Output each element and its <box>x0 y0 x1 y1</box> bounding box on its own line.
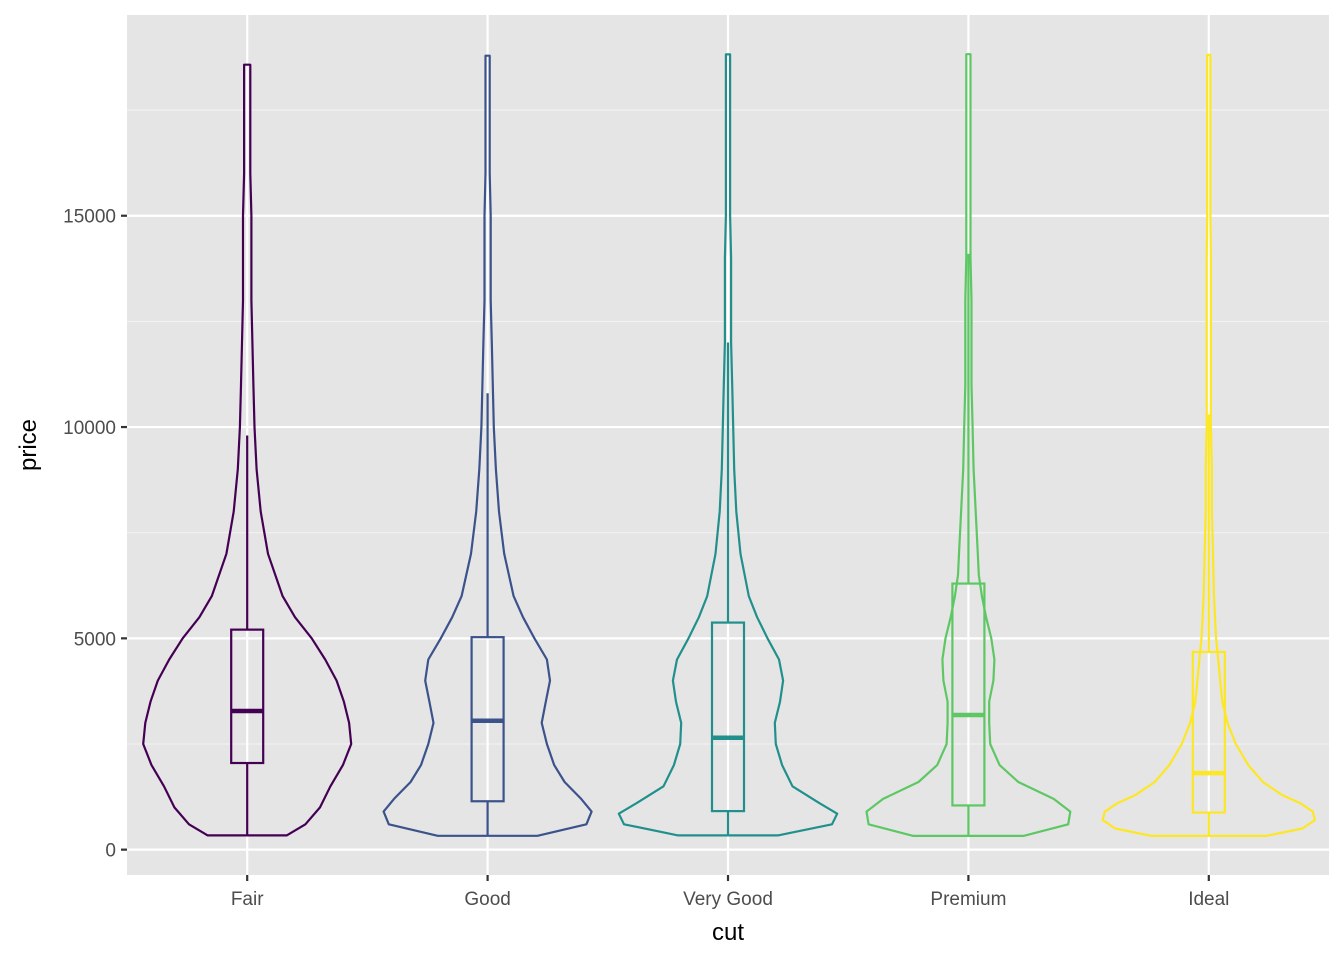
x-axis-title: cut <box>712 919 744 946</box>
violin-very-good <box>617 53 839 837</box>
x-tick-label: Premium <box>930 889 1006 910</box>
boxplots <box>230 253 1226 836</box>
x-tick-label: Good <box>464 889 510 910</box>
box-iqr <box>710 621 746 813</box>
x-tick-label: Ideal <box>1188 889 1229 910</box>
boxplot-ideal <box>1191 414 1226 836</box>
y-tick-label: 0 <box>105 841 116 862</box>
y-axis-title: price <box>15 419 42 471</box>
boxplot-fair <box>230 435 265 836</box>
box-iqr <box>230 628 265 765</box>
violin-fair <box>142 63 353 837</box>
y-tick-label: 5000 <box>74 629 116 650</box>
violin-good <box>382 54 593 837</box>
x-tick-label: Fair <box>231 889 264 910</box>
violin-premium <box>865 53 1072 837</box>
box-iqr <box>1191 650 1226 814</box>
x-tick-label: Very Good <box>683 889 773 910</box>
boxplot-premium <box>951 253 986 836</box>
y-tick-label: 15000 <box>63 207 116 228</box>
boxplot-good <box>470 393 505 836</box>
box-iqr <box>951 582 986 807</box>
boxplot-very-good <box>710 342 746 836</box>
axes: 0 5000 10000 15000 Fair Good Very Good Premium I… <box>63 207 1229 910</box>
y-tick-label: 10000 <box>63 418 116 439</box>
